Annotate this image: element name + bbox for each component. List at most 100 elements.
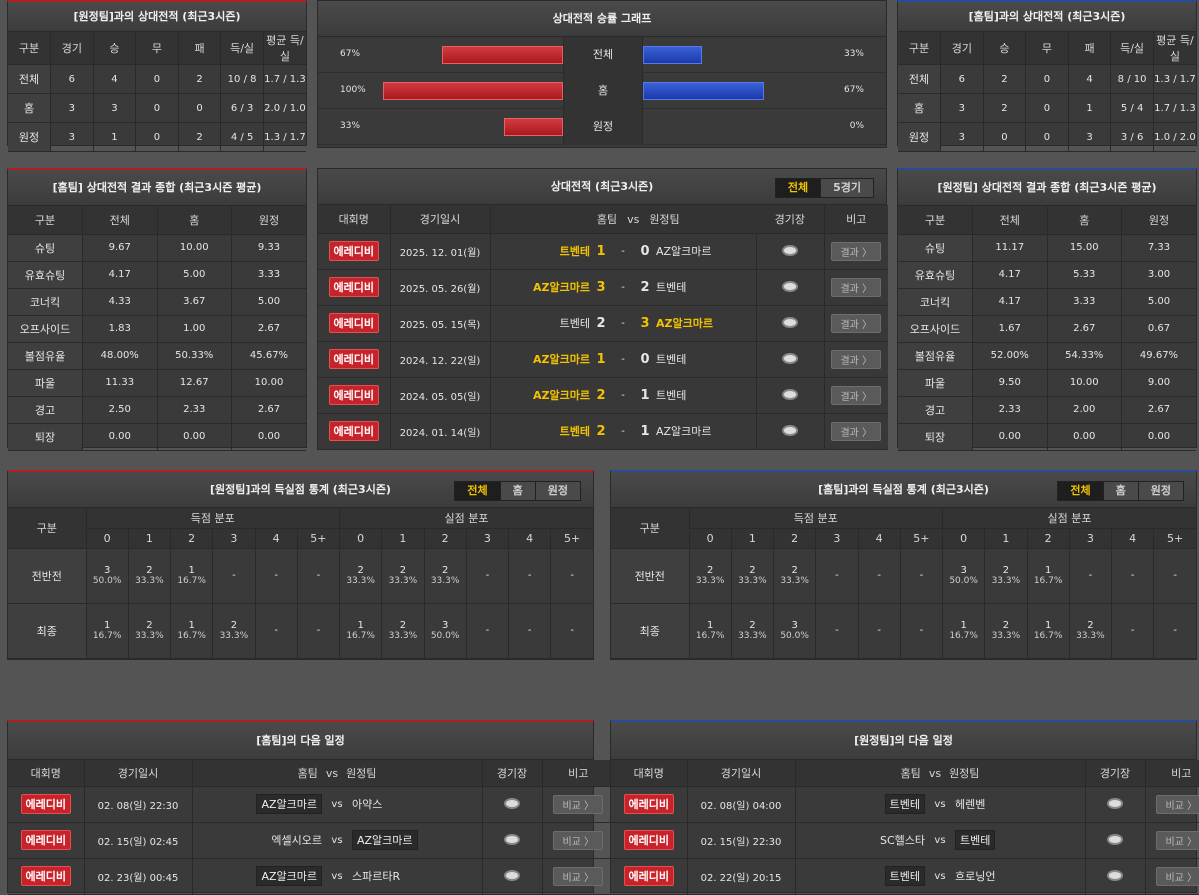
col-header-goals: 4 <box>255 528 298 549</box>
date-cell: 02. 15(일) 22:30 <box>687 822 796 859</box>
league-badge[interactable]: 에레디비 <box>328 277 379 297</box>
league-badge[interactable]: 에레디비 <box>623 830 674 850</box>
goal-count: 3 <box>791 620 798 631</box>
stadium-cell <box>756 269 825 306</box>
graph-right-pct: 67% <box>843 85 864 95</box>
cell-value: 3 <box>50 122 94 152</box>
home-team-cell: SC헬스타 <box>795 822 925 859</box>
col-header: 구분 <box>8 32 52 65</box>
cell-value: 15.00 <box>1047 234 1122 262</box>
col-header-scored: 득점 분포 <box>689 508 943 529</box>
stadium-icon[interactable] <box>782 317 799 329</box>
cell-value: 3.67 <box>157 288 232 316</box>
tab-home[interactable]: 홈 <box>501 482 536 500</box>
compare-button[interactable]: 비교 〉 <box>1156 830 1199 850</box>
result-button[interactable]: 결과 〉 <box>831 277 882 297</box>
league-badge[interactable]: 에레디비 <box>20 866 71 886</box>
league-badge[interactable]: 에레디비 <box>623 866 674 886</box>
goal-cell: - <box>466 603 510 659</box>
match-row: 에레디비 2025. 12. 01(월) 트벤테 1-0 AZ알크마르 결과 〉 <box>318 233 889 270</box>
stadium-icon[interactable] <box>782 389 799 401</box>
tab-all[interactable]: 전체 <box>775 179 822 197</box>
stadium-icon[interactable] <box>1107 798 1123 810</box>
result-button[interactable]: 결과 〉 <box>831 421 882 441</box>
cell-value: 0.00 <box>157 423 232 451</box>
tab-away[interactable]: 원정 <box>547 484 568 497</box>
compare-button[interactable]: 비교 〉 <box>553 866 604 886</box>
result-button[interactable]: 결과 〉 <box>831 241 882 261</box>
compare-button[interactable]: 비교 〉 <box>553 830 604 850</box>
stadium-icon[interactable] <box>782 245 799 257</box>
col-header-teams: 홈팀 vs 원정팀 <box>795 760 1086 787</box>
stadium-icon[interactable] <box>782 353 799 365</box>
goal-count: 1 <box>706 620 714 631</box>
stadium-cell <box>756 341 825 378</box>
away-team-cell: 스파르타R <box>352 858 483 895</box>
stadium-cell <box>756 377 825 414</box>
cell-value: 0 <box>135 93 179 123</box>
league-badge[interactable]: 에레디비 <box>20 794 71 814</box>
col-header-note: 비고 <box>1145 760 1199 787</box>
cell-value: 3.33 <box>1047 288 1122 316</box>
col-header: 구분 <box>8 206 83 235</box>
col-header: 홈 <box>1047 206 1122 235</box>
tab-home[interactable]: 홈 <box>1104 482 1139 500</box>
goal-cell: 1 16.7% <box>1027 603 1070 659</box>
col-header-teams: 홈팀 vs 원정팀 <box>192 760 483 787</box>
tab-away[interactable]: 원정 <box>1150 484 1171 497</box>
graph-row: 67% 33% 전체 <box>318 37 886 73</box>
goal-count: - <box>1130 625 1135 636</box>
goal-cell: 2 33.3% <box>128 548 172 604</box>
league-badge[interactable]: 에레디비 <box>328 349 379 369</box>
tab-5-games[interactable]: 5경기 <box>833 181 861 194</box>
home-h2h-panel: [홈팀]과의 상대전적 (최근3시즌) 구분 경기 승 무 패 득/실 평균 득/실 전체 6 2… <box>897 0 1197 152</box>
stadium-cell <box>482 822 543 859</box>
league-badge[interactable]: 에레디비 <box>623 794 674 814</box>
tab-all[interactable]: 전체 <box>1058 482 1104 500</box>
row-label: 퇴장 <box>8 423 83 451</box>
stadium-icon[interactable] <box>504 870 520 882</box>
result-button[interactable]: 결과 〉 <box>831 349 882 369</box>
col-header-home: 홈팀 <box>297 766 318 780</box>
compare-button[interactable]: 비교 〉 <box>1156 866 1199 886</box>
league-badge[interactable]: 에레디비 <box>20 830 71 850</box>
league-badge[interactable]: 에레디비 <box>328 241 379 261</box>
away-score: 0 <box>634 341 656 378</box>
goal-cell: - <box>550 548 593 604</box>
graph-bar-right <box>643 82 764 100</box>
goal-count: - <box>485 570 490 581</box>
col-header: 패 <box>178 32 222 65</box>
col-header-goals: 4 <box>858 528 901 549</box>
col-header-vs: vs <box>627 212 640 226</box>
stadium-icon[interactable] <box>1107 834 1123 846</box>
note-cell: 결과 〉 <box>824 233 889 270</box>
goal-count: 3 <box>441 620 449 631</box>
home-summary-title: [홈팀] 상대전적 결과 종합 (최근3시즌 평균) <box>8 170 306 206</box>
stadium-cell <box>1085 822 1146 859</box>
table-row: 유효슈팅 4.17 5.33 3.00 <box>898 261 1196 289</box>
home-next-title: [홈팀]의 다음 일정 <box>8 722 593 760</box>
schedule-row: 에레디비 02. 23(월) 00:45 AZ알크마르 vs 스파르타R 비교 〉 <box>8 858 614 895</box>
cell-value: 0 <box>1025 122 1069 152</box>
league-badge[interactable]: 에레디비 <box>328 421 379 441</box>
date-cell: 02. 08(일) 22:30 <box>84 786 193 823</box>
stadium-cell <box>756 233 825 270</box>
compare-button[interactable]: 비교 〉 <box>1156 794 1199 814</box>
stadium-icon[interactable] <box>782 425 799 437</box>
stadium-icon[interactable] <box>504 798 520 810</box>
tab-all[interactable]: 전체 <box>455 482 501 500</box>
stadium-icon[interactable] <box>1107 870 1123 882</box>
compare-button[interactable]: 비교 〉 <box>553 794 604 814</box>
cell-value: 2.50 <box>82 396 158 424</box>
league-badge[interactable]: 에레디비 <box>328 385 379 405</box>
result-button[interactable]: 결과 〉 <box>831 313 882 333</box>
stadium-icon[interactable] <box>782 281 799 293</box>
home-score: 2 <box>590 305 612 342</box>
league-badge[interactable]: 에레디비 <box>328 313 379 333</box>
goal-count: - <box>1173 625 1177 636</box>
away-team-cell: 헤렌벤 <box>955 786 1086 823</box>
winrate-graph-panel: 상대전적 승률 그래프 67% 33% 전체 100% 67% 홈 33% 0% 원정 <box>317 0 887 148</box>
cell-value: 1.3 / 1.7 <box>1153 64 1196 94</box>
result-button[interactable]: 결과 〉 <box>831 385 882 405</box>
stadium-icon[interactable] <box>504 834 520 846</box>
